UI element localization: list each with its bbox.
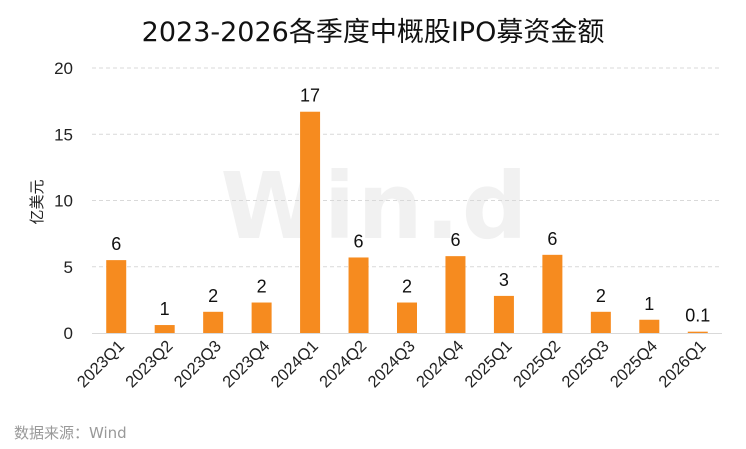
- x-tick-label-2023Q2: 2023Q2: [122, 337, 176, 391]
- x-tick-label-2025Q4: 2025Q4: [607, 337, 661, 391]
- y-axis-title: 亿美元: [28, 179, 46, 224]
- data-label-2025Q1: 3: [499, 270, 509, 290]
- bar-2024Q1: [300, 111, 321, 333]
- x-axis-ticks: 2023Q12023Q22023Q32023Q42024Q12024Q22024…: [74, 337, 710, 391]
- x-tick-label-2024Q1: 2024Q1: [268, 337, 322, 391]
- source-note: 数据来源：Wind: [14, 424, 127, 442]
- bar-2024Q3: [397, 302, 417, 333]
- bar-2025Q2: [542, 254, 563, 333]
- y-axis-ticks: 0 5 10 15 20: [54, 59, 73, 343]
- x-tick-label-2026Q1: 2026Q1: [655, 337, 709, 391]
- bar-2026Q1: [687, 331, 708, 333]
- bar-2023Q4: [251, 302, 272, 333]
- y-tick-label: 0: [64, 324, 73, 343]
- y-tick-label: 15: [54, 125, 73, 144]
- bar-2023Q3: [203, 311, 224, 333]
- data-label-2024Q4: 6: [450, 230, 460, 250]
- x-tick-label-2025Q2: 2025Q2: [510, 337, 564, 391]
- bar-2023Q2: [154, 325, 175, 333]
- x-tick-label-2023Q3: 2023Q3: [171, 337, 225, 391]
- bar-2025Q4: [639, 319, 660, 333]
- data-labels: 6 1 2 2 17 6 2 6 3 6 2 1 0.1: [111, 86, 710, 326]
- data-label-2023Q3: 2: [208, 286, 218, 306]
- data-label-2023Q1: 6: [111, 234, 121, 254]
- data-label-2023Q4: 2: [257, 277, 267, 297]
- x-tick-label-2024Q4: 2024Q4: [413, 337, 467, 391]
- x-tick-label-2024Q3: 2024Q3: [365, 337, 419, 391]
- x-tick-label-2025Q3: 2025Q3: [558, 337, 612, 391]
- bar-2024Q4: [445, 256, 466, 333]
- data-label-2025Q3: 2: [596, 286, 606, 306]
- data-label-2024Q1: 17: [300, 86, 320, 106]
- watermark-logo: Win.d: [220, 153, 529, 260]
- y-tick-label: 5: [64, 258, 73, 277]
- data-label-2026Q1: 0.1: [685, 306, 710, 326]
- bars: [106, 111, 708, 333]
- data-label-2025Q4: 1: [644, 294, 654, 314]
- grid-lines: [92, 67, 722, 268]
- x-tick-label-2023Q1: 2023Q1: [74, 337, 128, 391]
- data-label-2025Q2: 6: [547, 229, 557, 249]
- x-tick-label-2023Q4: 2023Q4: [219, 337, 273, 391]
- data-label-2024Q3: 2: [402, 277, 412, 297]
- y-tick-label: 10: [54, 192, 73, 211]
- y-tick-label: 20: [54, 59, 73, 78]
- x-tick-label-2025Q1: 2025Q1: [462, 337, 516, 391]
- chart-title: 2023-2026各季度中概股IPO募资金额: [142, 17, 605, 48]
- x-tick-label-2024Q2: 2024Q2: [316, 337, 370, 391]
- bar-2024Q2: [348, 257, 369, 333]
- bar-2023Q1: [106, 260, 127, 333]
- bar-2025Q1: [493, 295, 514, 333]
- data-label-2023Q2: 1: [160, 299, 170, 319]
- data-label-2024Q2: 6: [354, 231, 364, 251]
- bar-2025Q3: [590, 311, 611, 333]
